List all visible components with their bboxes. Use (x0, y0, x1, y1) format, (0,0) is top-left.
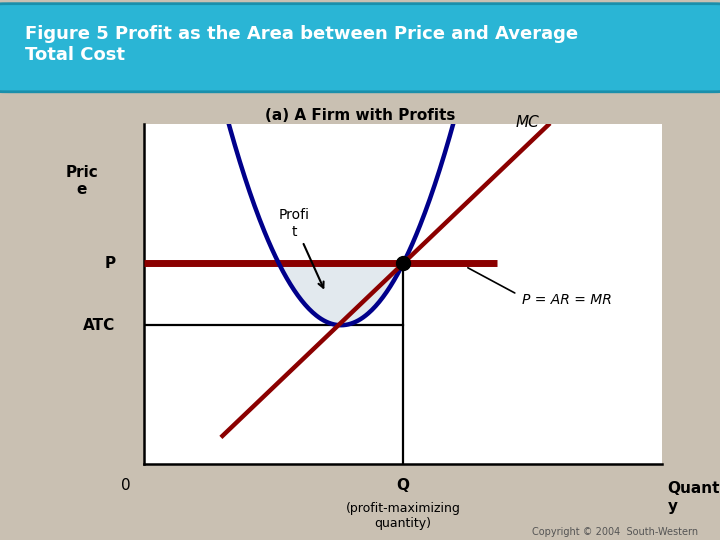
Text: Pric
e: Pric e (66, 165, 98, 198)
FancyBboxPatch shape (0, 4, 720, 92)
Text: Quantit
y: Quantit y (667, 482, 720, 514)
Text: (profit-maximizing
quantity): (profit-maximizing quantity) (346, 502, 461, 530)
Text: Figure 5 Profit as the Area between Price and Average
Total Cost: Figure 5 Profit as the Area between Pric… (24, 25, 578, 64)
Text: Copyright © 2004  South-Western: Copyright © 2004 South-Western (532, 527, 698, 537)
Text: 0: 0 (122, 478, 131, 493)
Text: (a) A Firm with Profits: (a) A Firm with Profits (265, 108, 455, 123)
Text: P: P (104, 256, 115, 271)
Text: P = AR = MR: P = AR = MR (523, 293, 612, 307)
Text: Q: Q (397, 478, 410, 493)
Text: Profi
t: Profi t (279, 208, 323, 288)
Text: MC: MC (516, 115, 539, 130)
Text: ATC: ATC (84, 318, 115, 333)
